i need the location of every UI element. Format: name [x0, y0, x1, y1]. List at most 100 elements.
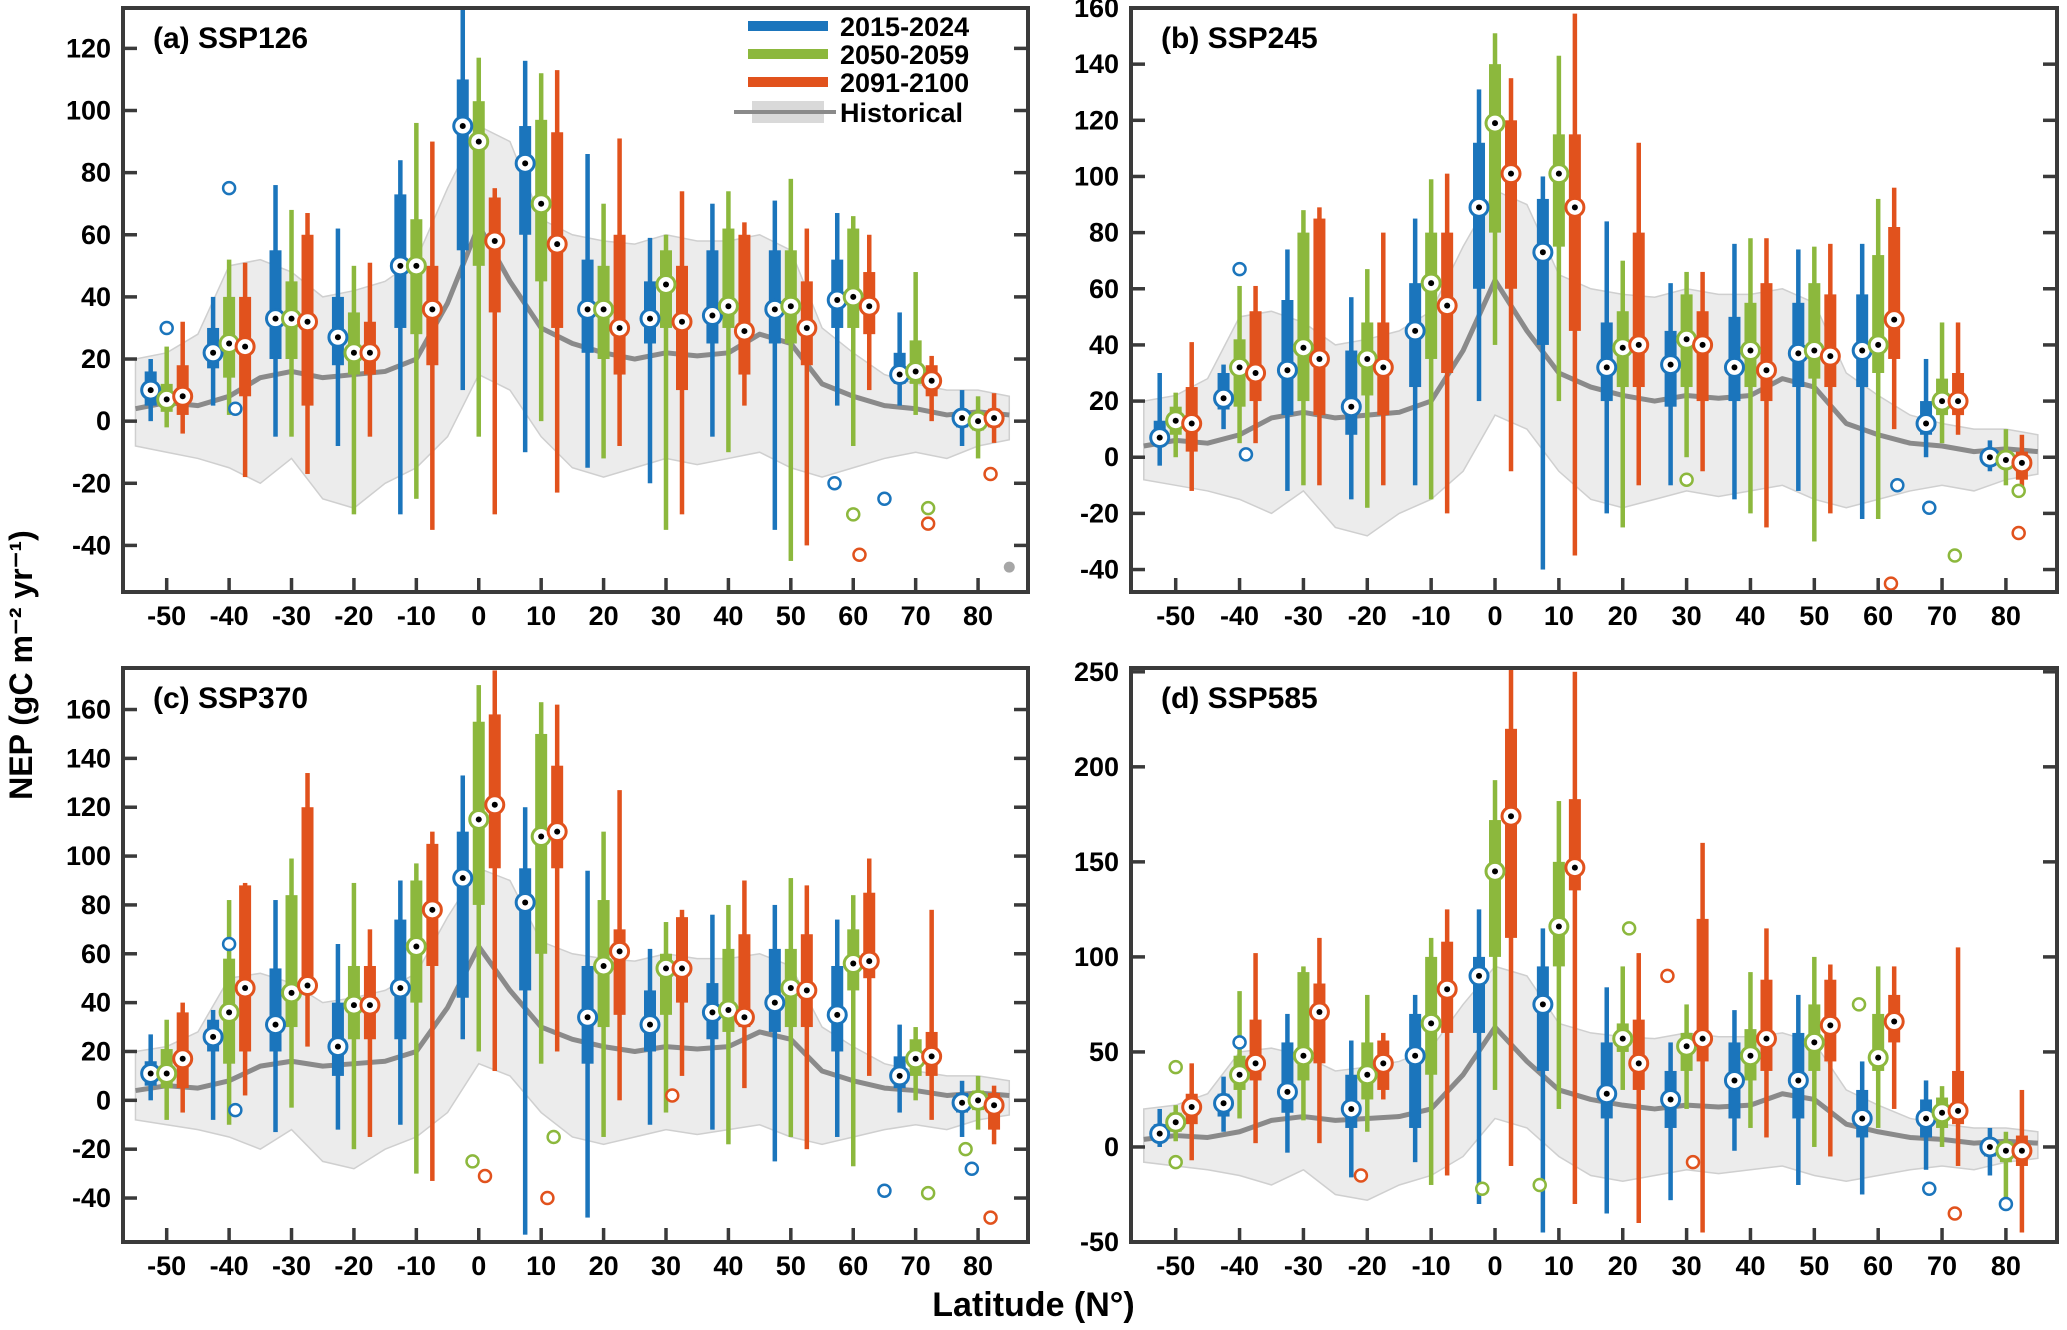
y-tick-label: 20: [1089, 386, 1119, 416]
median-marker: [701, 305, 723, 327]
x-tick-label: -20: [1348, 601, 1387, 631]
median-marker: [1181, 1096, 1203, 1118]
outlier: [221, 180, 237, 196]
median-marker: [1548, 915, 1570, 937]
median-marker: [1500, 163, 1522, 185]
x-tick-label: -50: [147, 1251, 186, 1281]
x-tick-label: -40: [1220, 1251, 1259, 1281]
y-tick-label: 40: [81, 282, 111, 312]
median-marker: [1276, 359, 1298, 381]
median-marker: [1165, 1111, 1187, 1133]
median-marker: [1468, 965, 1490, 987]
x-tick-label: 40: [713, 601, 743, 631]
median-marker: [234, 336, 256, 358]
median-marker: [1276, 1081, 1298, 1103]
box-2091-2100-lat10: [551, 704, 564, 1052]
median-marker: [951, 1092, 973, 1114]
median-marker: [1372, 356, 1394, 378]
median-marker: [484, 230, 506, 252]
outlier: [920, 516, 936, 531]
median-marker: [671, 311, 693, 333]
median-marker: [1340, 396, 1362, 418]
outlier: [546, 1129, 561, 1145]
y-tick-label: 100: [1074, 161, 1119, 191]
median-marker: [764, 992, 786, 1014]
y-tick-label: 120: [66, 33, 111, 63]
y-tick-label: 150: [1074, 847, 1119, 877]
x-tick-label: 20: [589, 1251, 619, 1281]
y-tick-label: 160: [1074, 0, 1119, 23]
outlier: [221, 936, 237, 952]
x-tick-label: 60: [838, 1251, 868, 1281]
median-marker: [983, 407, 1005, 429]
x-tick-label: -50: [147, 601, 186, 631]
box-2015-2024-lat10: [1536, 928, 1549, 1233]
median-marker: [593, 955, 615, 977]
median-marker: [780, 977, 802, 999]
median-marker: [1979, 446, 2001, 468]
outlier: [1232, 261, 1247, 277]
median-marker: [452, 115, 474, 137]
outlier: [964, 1161, 980, 1176]
median-marker: [1915, 413, 1937, 435]
y-tick-label: 100: [66, 841, 111, 871]
median-marker: [1947, 1100, 1969, 1122]
median-marker: [1739, 340, 1761, 362]
median-marker: [733, 320, 755, 342]
box-2091-2100-lat0: [488, 670, 501, 1072]
box-2050-2059-lat0: [1489, 33, 1502, 345]
median-marker: [1372, 1052, 1394, 1074]
median-marker: [1596, 356, 1618, 378]
median-marker: [983, 1094, 1005, 1116]
y-tick-label: 80: [1089, 218, 1119, 248]
median-marker: [1404, 1045, 1426, 1067]
panel-d-ssp585: -50 0 50 100 150 200 250 -50 -40 -30 -20 -10 0 10 20 30…: [1056, 657, 2067, 1300]
box-2091-2100-lat20: [613, 138, 626, 446]
median-marker: [1612, 1028, 1634, 1050]
box-2050-2059-lat0: [1489, 780, 1502, 1090]
median-marker: [1484, 860, 1506, 882]
panel-a-ssp126: -40 -20 0 20 40 60 80 100 120 -50 -40 -30 -20 -10 0 10 2…: [48, 0, 1038, 650]
y-tick-label: 160: [66, 695, 111, 725]
median-marker: [639, 1014, 661, 1036]
x-tick-label: -10: [397, 1251, 436, 1281]
historical-line: [135, 943, 1010, 1098]
median-marker: [717, 295, 739, 317]
median-marker: [1181, 413, 1203, 435]
median-marker: [297, 975, 319, 997]
median-marker: [265, 1014, 287, 1036]
x-tick-label: 20: [589, 601, 619, 631]
median-marker: [405, 935, 427, 957]
y-tick-label: -20: [1080, 498, 1119, 528]
panel-title: (c) SSP370: [153, 682, 308, 715]
x-tick-label: 50: [776, 601, 806, 631]
median-marker: [1755, 1028, 1777, 1050]
box-2015-2024-lat-10: [1409, 994, 1422, 1163]
x-tick-label: 30: [651, 1251, 681, 1281]
box-2050-2059-lat10: [1552, 55, 1565, 402]
legend-label: 2050-2059: [840, 40, 969, 70]
median-marker: [1149, 427, 1171, 449]
y-tick-label: -40: [72, 530, 111, 560]
x-tick-label: 0: [1487, 1251, 1502, 1281]
x-tick-label: -40: [1220, 601, 1259, 631]
x-tick-label: 60: [1863, 1251, 1893, 1281]
median-marker: [1484, 112, 1506, 134]
median-marker: [1628, 334, 1650, 356]
median-marker: [1436, 978, 1458, 1000]
panel-title: (a) SSP126: [153, 22, 308, 55]
x-tick-label: 10: [1544, 1251, 1574, 1281]
median-marker: [421, 298, 443, 320]
box-2091-2100-lat-10: [426, 141, 439, 530]
y-tick-label: 140: [1074, 49, 1119, 79]
x-tick-label: 0: [471, 601, 486, 631]
box-2091-2100-lat0: [1505, 78, 1518, 472]
outlier: [852, 547, 867, 562]
median-marker: [593, 298, 615, 320]
x-tick-label: 80: [1991, 1251, 2021, 1281]
median-marker: [796, 979, 818, 1001]
box-2091-2100-lat70: [1952, 322, 1965, 435]
y-tick-label: 0: [96, 1085, 111, 1115]
